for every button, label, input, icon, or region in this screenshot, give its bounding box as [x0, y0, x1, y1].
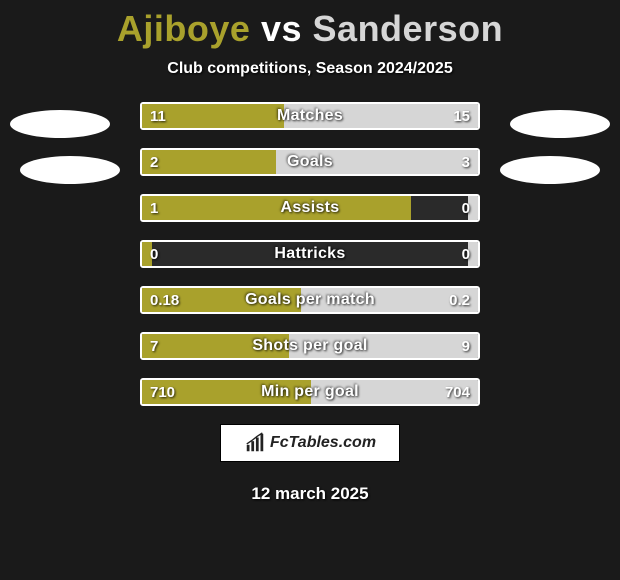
stat-label: Shots per goal [142, 334, 478, 358]
stat-label: Min per goal [142, 380, 478, 404]
player2-badge-placeholder-2 [500, 156, 600, 184]
player2-name: Sanderson [313, 8, 504, 49]
bars-container: 1115Matches 23Goals 10Assists 00Hattricks 0.… [140, 102, 480, 406]
stat-label: Assists [142, 196, 478, 220]
stat-row: 79Shots per goal [140, 332, 480, 360]
chart-icon [244, 432, 266, 454]
stat-row: 710704Min per goal [140, 378, 480, 406]
stat-row: 0.180.2Goals per match [140, 286, 480, 314]
fctables-logo: FcTables.com [220, 424, 400, 462]
player1-name: Ajiboye [117, 8, 251, 49]
stat-label: Goals [142, 150, 478, 174]
subtitle: Club competitions, Season 2024/2025 [0, 60, 620, 78]
player1-badge-placeholder-1 [10, 110, 110, 138]
chart-area: 1115Matches 23Goals 10Assists 00Hattricks 0.… [0, 102, 620, 406]
stat-label: Goals per match [142, 288, 478, 312]
logo-text: FcTables.com [270, 434, 376, 452]
stat-row: 00Hattricks [140, 240, 480, 268]
stat-row: 23Goals [140, 148, 480, 176]
player1-badge-placeholder-2 [20, 156, 120, 184]
comparison-title: Ajiboye vs Sanderson [0, 0, 620, 50]
player2-badge-placeholder-1 [510, 110, 610, 138]
stat-label: Hattricks [142, 242, 478, 266]
vs-label: vs [261, 8, 302, 49]
stat-row: 10Assists [140, 194, 480, 222]
stat-row: 1115Matches [140, 102, 480, 130]
stat-label: Matches [142, 104, 478, 128]
date-label: 12 march 2025 [0, 484, 620, 504]
